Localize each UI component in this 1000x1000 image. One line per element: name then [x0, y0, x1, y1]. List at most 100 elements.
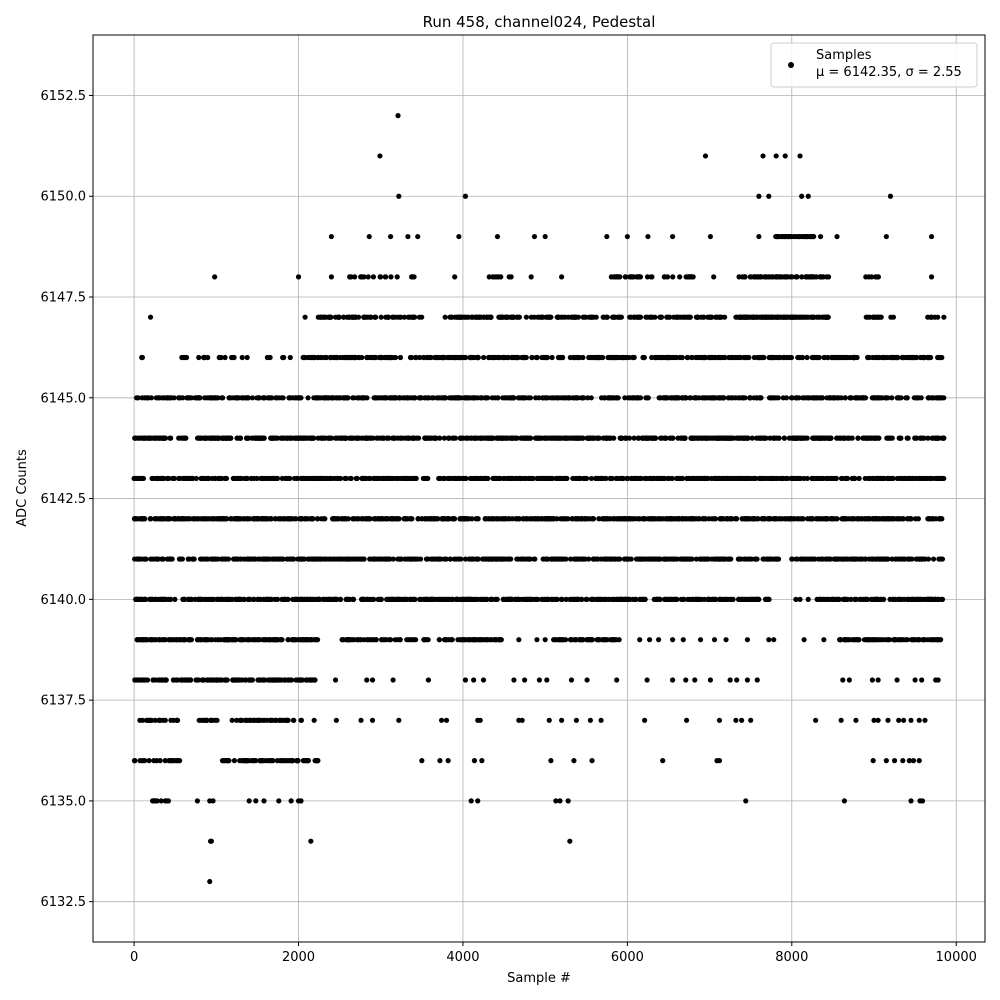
- scatter-point: [308, 677, 314, 683]
- scatter-point: [890, 516, 896, 522]
- scatter-point: [533, 596, 540, 602]
- scatter-point: [573, 637, 579, 643]
- scatter-point: [181, 596, 187, 602]
- scatter-point: [495, 435, 501, 441]
- scatter-point: [256, 435, 263, 441]
- scatter-point: [591, 556, 597, 562]
- scatter-point: [279, 395, 285, 401]
- scatter-point: [256, 556, 263, 562]
- scatter-point: [487, 596, 494, 602]
- scatter-point: [149, 596, 155, 602]
- scatter-point: [766, 475, 772, 482]
- scatter-point: [239, 677, 245, 683]
- scatter-point: [367, 435, 373, 441]
- scatter-point: [878, 395, 884, 401]
- scatter-point: [436, 475, 443, 482]
- scatter-point: [226, 596, 232, 602]
- scatter-point: [274, 556, 280, 562]
- scatter-point: [621, 556, 628, 562]
- scatter-point: [641, 556, 647, 562]
- scatter-point: [805, 596, 811, 602]
- scatter-point: [828, 475, 835, 482]
- scatter-point: [313, 475, 319, 482]
- scatter-point: [471, 395, 477, 401]
- scatter-point: [883, 758, 889, 764]
- scatter-point: [243, 677, 249, 683]
- scatter-point: [813, 717, 819, 723]
- scatter-point: [148, 395, 155, 401]
- scatter-point: [479, 758, 485, 764]
- scatter-point: [334, 435, 340, 441]
- scatter-point: [418, 395, 424, 401]
- scatter-point: [154, 475, 160, 482]
- scatter-point: [636, 516, 642, 522]
- scatter-point: [313, 395, 319, 401]
- scatter-point: [196, 596, 202, 602]
- scatter-point: [291, 435, 298, 441]
- scatter-point: [377, 153, 383, 159]
- scatter-point: [178, 637, 184, 643]
- scatter-point: [428, 516, 434, 522]
- scatter-point: [855, 435, 861, 441]
- scatter-point: [610, 516, 616, 522]
- scatter-point: [226, 395, 233, 401]
- scatter-point: [789, 556, 795, 562]
- scatter-point: [766, 637, 772, 643]
- scatter-point: [176, 395, 182, 401]
- scatter-point: [447, 556, 453, 562]
- scatter-point: [209, 475, 215, 482]
- scatter-point: [662, 475, 668, 482]
- scatter-point: [297, 516, 303, 522]
- scatter-point: [425, 677, 432, 683]
- scatter-point: [922, 637, 928, 643]
- scatter-point: [516, 516, 522, 522]
- scatter-point: [755, 516, 761, 522]
- scatter-point: [607, 395, 613, 401]
- scatter-point: [182, 637, 188, 643]
- scatter-point: [662, 556, 668, 562]
- scatter-point: [396, 556, 402, 562]
- scatter-point: [723, 475, 729, 482]
- scatter-point: [736, 475, 743, 482]
- scatter-point: [600, 516, 606, 522]
- scatter-point: [468, 798, 474, 804]
- scatter-point: [580, 556, 586, 562]
- scatter-point: [614, 677, 620, 683]
- scatter-point: [168, 435, 174, 441]
- scatter-point: [573, 516, 579, 522]
- scatter-point: [916, 717, 922, 723]
- scatter-point: [716, 435, 722, 441]
- scatter-point: [729, 475, 736, 482]
- scatter-point: [937, 556, 943, 562]
- scatter-point: [875, 677, 881, 683]
- scatter-point: [425, 637, 431, 643]
- scatter-point: [274, 395, 280, 401]
- scatter-point: [589, 596, 596, 602]
- scatter-point: [558, 637, 565, 643]
- scatter-point: [694, 596, 700, 602]
- scatter-point: [210, 798, 216, 804]
- scatter-point: [660, 516, 667, 522]
- scatter-point: [667, 435, 673, 441]
- scatter-point: [531, 233, 538, 240]
- scatter-point: [827, 395, 833, 401]
- scatter-point: [796, 435, 803, 441]
- scatter-point: [467, 637, 473, 643]
- scatter-point: [533, 395, 539, 401]
- scatter-point: [748, 556, 755, 562]
- scatter-point: [833, 475, 839, 482]
- scatter-point: [309, 435, 316, 441]
- scatter-point: [302, 314, 308, 320]
- scatter-point: [833, 596, 839, 602]
- scatter-point: [899, 516, 905, 522]
- scatter-point: [132, 758, 138, 764]
- scatter-point: [577, 475, 584, 482]
- scatter-point: [530, 475, 536, 482]
- scatter-point: [642, 717, 648, 723]
- scatter-point: [716, 758, 723, 764]
- scatter-point: [668, 556, 674, 562]
- scatter-point: [612, 556, 618, 562]
- scatter-point: [565, 798, 571, 804]
- scatter-point: [930, 556, 937, 562]
- scatter-point: [618, 435, 624, 441]
